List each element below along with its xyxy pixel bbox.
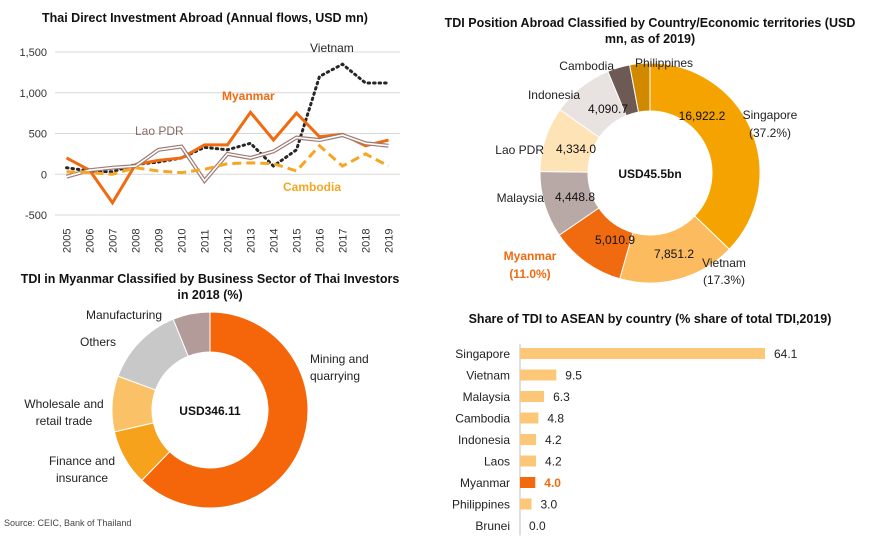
slice-value-label: 5,010.9	[595, 233, 635, 247]
sector-label: Mining and	[310, 352, 369, 366]
slice-name-label: Philippines	[635, 56, 693, 70]
sector-label: retail trade	[36, 414, 93, 428]
sector-label: quarrying	[310, 369, 360, 383]
bar-value-label: 4.0	[544, 476, 561, 490]
sector-donut-chart: USD346.11 Mining and quarrying Finance and i…	[24, 308, 369, 509]
asean-bar-chart: Singapore 64.1 Vietnam 9.5 Malaysia 6.3 Cambod…	[452, 344, 798, 536]
x-tick-label: 2015	[292, 229, 304, 253]
position-chart-title: TDI Position Abroad Classified by Countr…	[440, 15, 860, 47]
sector-label: Manufacturing	[86, 308, 162, 322]
bar-category-label: Malaysia	[463, 390, 511, 404]
position-title-text: TDI Position Abroad Classified by Countr…	[444, 16, 856, 46]
center-label: USD346.11	[179, 404, 241, 418]
bar-philippines	[520, 498, 532, 510]
donut-slice-mining-and-quarrying	[141, 311, 309, 509]
slice-name-label: Myanmar	[504, 249, 557, 263]
bar-value-label: 3.0	[540, 498, 557, 512]
x-tick-label: 2006	[85, 229, 97, 253]
x-tick-label: 2009	[154, 229, 166, 253]
bar-cambodia	[520, 412, 539, 424]
bar-singapore	[520, 348, 765, 359]
slice-name-label: Indonesia	[528, 88, 580, 102]
series-label: Vietnam	[310, 41, 354, 55]
bar-category-label: Cambodia	[455, 412, 510, 426]
series-label: Myanmar	[222, 89, 275, 103]
slice-value-label: 4,090.7	[588, 102, 628, 116]
slice-name-label: Cambodia	[559, 59, 614, 73]
sector-label: Others	[80, 335, 116, 349]
y-tick-label: -500	[25, 210, 47, 222]
sector-chart-title: TDI in Myanmar Classified by Business Se…	[20, 271, 400, 303]
source-note: Source: CEIC, Bank of Thailand	[4, 518, 132, 528]
flows-line-chart: -500 0 500 1,000 1,500 2005 2006 2007 2008 2009 20…	[19, 41, 400, 253]
x-tick-label: 2012	[223, 229, 235, 253]
bar-myanmar	[520, 477, 536, 488]
x-tick-label: 2008	[131, 229, 143, 253]
series-line-inner	[66, 134, 389, 183]
x-tick-label: 2018	[361, 229, 373, 253]
bar-value-label: 4.2	[545, 455, 562, 469]
slice-value-label: 7,851.2	[654, 247, 694, 261]
x-tick-label: 2019	[384, 229, 396, 253]
slice-share-label: (37.2%)	[749, 126, 791, 140]
slice-value-label: 16,922.2	[679, 109, 726, 123]
bar-indonesia	[520, 434, 537, 445]
bar-category-label: Brunei	[475, 519, 510, 533]
series-line-cambodia	[66, 143, 390, 176]
sector-label: Finance and	[49, 454, 115, 468]
x-tick-label: 2011	[200, 229, 212, 253]
bar-category-label: Philippines	[452, 498, 510, 512]
sector-label: insurance	[56, 471, 108, 485]
series-label: Lao PDR	[135, 124, 184, 138]
x-tick-label: 2010	[177, 229, 189, 253]
bar-category-label: Myanmar	[460, 476, 510, 490]
bar-value-label: 4.2	[545, 433, 562, 447]
bar-malaysia	[520, 391, 545, 402]
donut-slice-philippines	[629, 62, 651, 113]
slice-value-label: 4,334.0	[556, 142, 596, 156]
flows-chart-title: Thai Direct Investment Abroad (Annual fl…	[42, 11, 368, 25]
donut-slice-manufacturing	[172, 311, 211, 357]
asean-chart-title: Share of TDI to ASEAN by country (% shar…	[468, 312, 832, 326]
bar-value-label: 0.0	[529, 519, 546, 533]
x-tick-label: 2016	[315, 229, 327, 253]
bar-category-label: Singapore	[455, 347, 510, 361]
x-tick-label: 2014	[269, 229, 281, 253]
slice-name-label: Malaysia	[497, 191, 545, 205]
bar-value-label: 4.8	[547, 412, 564, 426]
y-tick-label: 1,500	[19, 47, 47, 59]
position-donut-chart: USD45.5bn 16,922.2 7,851.2 5,010.9 4,448.8 4,…	[495, 56, 798, 287]
donut-slice-singapore	[649, 62, 761, 250]
slice-name-label: Lao PDR	[495, 143, 544, 157]
slice-share-label: (11.0%)	[509, 267, 550, 281]
y-tick-label: 1,000	[19, 88, 47, 100]
slice-name-label: Vietnam	[702, 256, 746, 270]
bar-value-label: 9.5	[565, 369, 582, 383]
series-label: Cambodia	[283, 180, 341, 194]
y-tick-label: 0	[41, 169, 47, 181]
bar-category-label: Vietnam	[466, 369, 510, 383]
sector-title-text: TDI in Myanmar Classified by Business Se…	[20, 272, 400, 302]
series-line-vietnam	[65, 62, 390, 174]
center-label: USD45.5bn	[618, 167, 681, 181]
x-tick-label: 2007	[108, 229, 120, 253]
x-tick-label: 2013	[246, 229, 258, 253]
slice-name-label: Singapore	[743, 108, 798, 122]
bar-category-label: Laos	[484, 455, 510, 469]
bar-category-label: Indonesia	[458, 433, 510, 447]
sector-label: Wholesale and	[24, 397, 103, 411]
bar-vietnam	[520, 369, 557, 381]
y-tick-label: 500	[29, 129, 47, 141]
bar-value-label: 6.3	[553, 390, 570, 404]
slice-share-label: (17.3%)	[703, 273, 745, 287]
bar-value-label: 64.1	[774, 347, 798, 361]
x-tick-label: 2017	[338, 229, 350, 253]
bar-laos	[520, 455, 537, 467]
x-tick-label: 2005	[62, 229, 74, 253]
slice-value-label: 4,448.8	[555, 190, 595, 204]
